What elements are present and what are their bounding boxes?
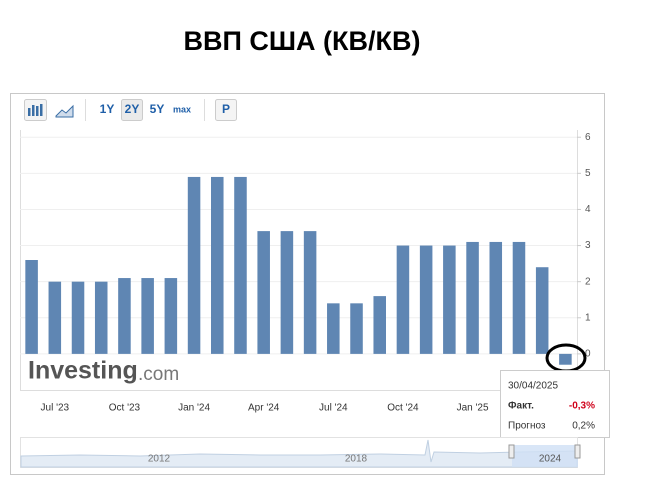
- bar: [257, 231, 270, 354]
- page-title: ВВП США (КВ/КВ): [184, 26, 421, 56]
- x-tick-label: Oct '24: [387, 403, 419, 414]
- bar: [559, 353, 572, 365]
- tooltip-actual-label: Факт.: [508, 401, 534, 412]
- bar: [211, 176, 224, 354]
- bar: [141, 278, 154, 354]
- navigator-label: 2012: [148, 454, 171, 465]
- bar: [466, 241, 479, 354]
- x-tick-label: Oct '23: [109, 403, 141, 414]
- y-tick-label: 2: [585, 276, 591, 287]
- active-range[interactable]: [121, 99, 143, 121]
- p-button-label[interactable]: P: [222, 102, 230, 116]
- y-tick-label: 0: [585, 349, 591, 360]
- bar: [280, 231, 294, 354]
- range-button[interactable]: max: [173, 104, 191, 114]
- bar: [373, 296, 386, 354]
- tooltip-actual: -0,3%: [569, 401, 595, 412]
- navigator-label: 2024: [539, 454, 562, 465]
- y-tick-label: 5: [585, 168, 591, 179]
- bar: [25, 260, 38, 354]
- bar: [419, 245, 433, 354]
- bar: [118, 278, 131, 354]
- bar: [489, 241, 503, 354]
- x-tick-label: Jul '24: [319, 403, 348, 414]
- p-button[interactable]: [215, 99, 237, 121]
- bar: [350, 303, 363, 354]
- navigator-label: 2018: [345, 454, 368, 465]
- bar: [234, 176, 247, 354]
- navigator: 2012 2018 2024: [20, 437, 581, 468]
- bar: [164, 278, 178, 354]
- navigator-window[interactable]: [512, 445, 578, 467]
- range-button[interactable]: 1Y: [100, 102, 115, 116]
- bar: [48, 281, 62, 354]
- range-button[interactable]: 5Y: [150, 102, 165, 116]
- x-tick-label: Jul '23: [41, 403, 70, 414]
- tooltip-forecast-label: Прогноз: [508, 421, 546, 432]
- bar: [71, 281, 85, 354]
- plot: 0 1 2 3 4 5 6 Jul '23 Oct '23 Jan '24 Apr '24 Jul '…: [20, 132, 591, 414]
- x-tick-label: Jan '24: [178, 403, 210, 414]
- toolbar: 1Y 2Y 5Y max P: [24, 99, 237, 121]
- x-tick-label: Jan '25: [457, 403, 489, 414]
- y-tick-label: 1: [585, 312, 591, 323]
- y-tick-label: 6: [585, 132, 591, 143]
- tooltip: 30/04/2025 Факт. -0,3% Прогноз 0,2%: [500, 370, 610, 438]
- watermark-brand: Investing: [28, 357, 138, 385]
- y-tick-label: 3: [585, 240, 591, 251]
- y-tick-label: 4: [585, 204, 591, 215]
- bar: [303, 231, 317, 354]
- bar: [94, 281, 108, 354]
- tooltip-date: 30/04/2025: [508, 381, 558, 392]
- bar: [396, 245, 410, 354]
- x-tick-label: Apr '24: [248, 403, 280, 414]
- bar: [187, 176, 201, 354]
- tooltip-box: [500, 370, 610, 438]
- tooltip-forecast: 0,2%: [572, 421, 595, 432]
- bar: [443, 245, 456, 354]
- bar-chart-button[interactable]: [24, 99, 47, 121]
- watermark-suffix: .com: [138, 364, 179, 385]
- range-button[interactable]: 2Y: [125, 102, 140, 116]
- watermark: Investing .com: [22, 356, 198, 388]
- navigator-handle[interactable]: [508, 444, 515, 459]
- bar: [327, 303, 340, 354]
- navigator-handle[interactable]: [574, 444, 581, 459]
- bar: [535, 267, 549, 354]
- bar: [512, 241, 526, 354]
